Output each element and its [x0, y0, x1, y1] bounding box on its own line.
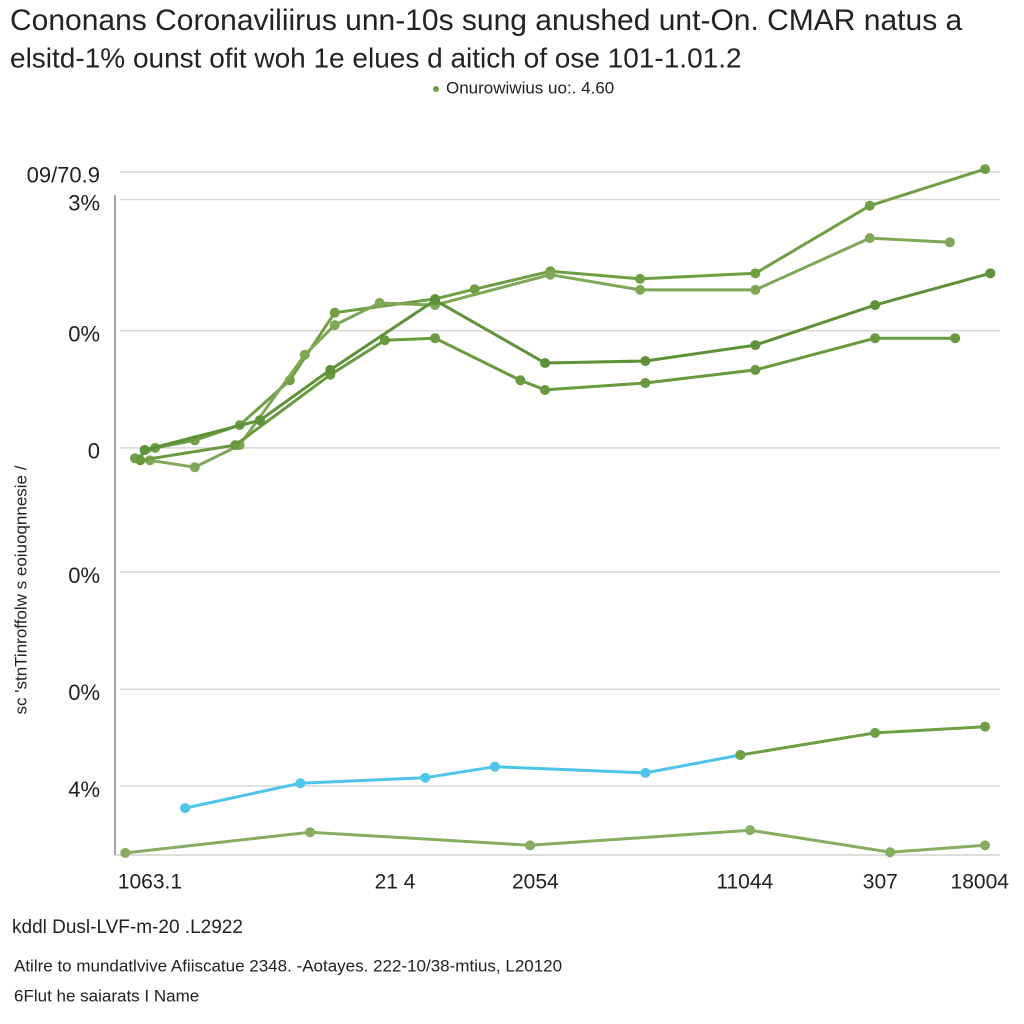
data-point — [489, 761, 500, 772]
data-point — [985, 268, 996, 279]
data-point — [864, 200, 875, 211]
series-line — [184, 753, 741, 810]
data-point — [750, 340, 761, 351]
data-point — [635, 273, 646, 284]
data-point — [745, 825, 756, 836]
data-point — [189, 462, 200, 473]
y-tick-label: 0% — [68, 563, 100, 588]
data-point — [750, 364, 761, 375]
y-tick-label: 0 — [88, 439, 100, 464]
data-point — [980, 721, 991, 732]
data-point — [944, 237, 955, 248]
data-point — [640, 355, 651, 366]
data-point — [295, 778, 306, 789]
data-point — [640, 378, 651, 389]
data-point — [750, 284, 761, 295]
data-point — [640, 767, 651, 778]
data-point — [735, 749, 746, 760]
data-point — [950, 333, 961, 344]
data-point — [430, 295, 441, 306]
footer-line: 6Flut he saiarats I Name — [14, 986, 199, 1005]
data-point — [980, 840, 991, 851]
y-tick-label: 0% — [68, 680, 100, 705]
x-tick-label: 1063.1 — [118, 871, 182, 894]
data-point — [305, 827, 316, 838]
series-line — [144, 271, 991, 452]
data-point — [469, 284, 480, 295]
data-point — [540, 384, 551, 395]
data-point — [374, 298, 385, 308]
data-point — [885, 847, 895, 858]
data-point — [299, 349, 310, 360]
data-point — [430, 333, 441, 344]
series-line — [139, 336, 956, 462]
data-point — [254, 415, 265, 426]
data-point — [325, 364, 336, 375]
y-tick-label: 3% — [68, 190, 100, 215]
data-point — [379, 335, 390, 346]
data-point — [135, 455, 146, 466]
y-axis-label: sc 'stnTinroffolw s eoiuoqnnesie / — [11, 465, 30, 714]
x-tick-label: 307 — [863, 871, 898, 894]
footer-line: Atilre to mundatlvive Afiiscatue 2348. -… — [14, 956, 562, 975]
legend-marker — [433, 86, 439, 92]
y-tick-label: 09/70.9 — [27, 163, 100, 188]
series-line — [125, 828, 986, 855]
data-point — [870, 727, 881, 738]
data-point — [515, 375, 526, 386]
data-point — [635, 284, 646, 295]
data-point — [329, 307, 340, 318]
data-point — [120, 847, 131, 858]
y-tick-label: 4% — [68, 777, 100, 802]
x-tick-label: 21 4 — [375, 871, 416, 894]
data-point — [230, 440, 241, 451]
data-point — [980, 164, 991, 175]
data-point — [864, 233, 875, 244]
x-tick-label: 11044 — [716, 871, 773, 894]
footer-line: kddl Dusl-LVF-m-20 .L2922 — [12, 917, 243, 938]
data-point — [180, 803, 191, 814]
data-point — [545, 269, 556, 280]
chart-subtitle: elsitd-1% ounst ofit woh 1e elues d aiti… — [10, 42, 742, 73]
data-point — [750, 268, 761, 279]
y-tick-label: 0% — [68, 321, 100, 346]
data-point — [525, 840, 536, 851]
x-tick-label: 2054 — [512, 871, 559, 894]
data-point — [870, 300, 881, 311]
data-point — [870, 333, 881, 344]
data-point — [329, 320, 340, 331]
data-point — [139, 444, 150, 455]
x-tick-label: 18004 — [951, 871, 1010, 894]
legend-label: Onurowiwius uo:. 4.60 — [446, 78, 614, 97]
data-point — [540, 358, 551, 369]
chart-title: Cononans Coronaviliirus unn-10s sung anu… — [10, 4, 963, 37]
data-point — [420, 772, 431, 783]
series-line — [740, 725, 986, 757]
